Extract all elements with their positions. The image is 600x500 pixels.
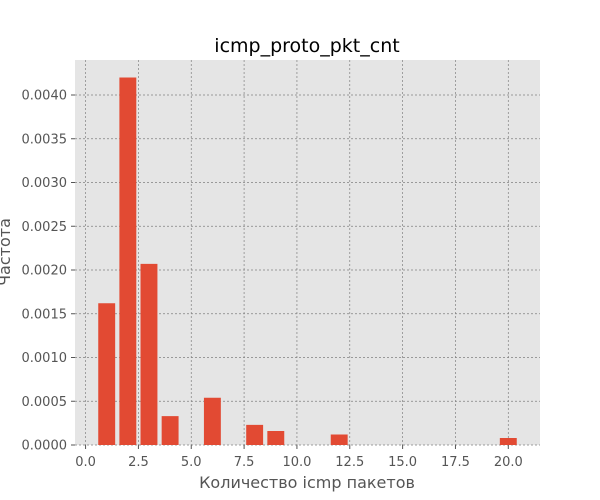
y-tick-label: 0.0005	[22, 395, 68, 410]
x-axis-title: Количество icmp пакетов	[199, 473, 415, 492]
bar	[161, 416, 179, 445]
y-tick-label: 0.0025	[22, 220, 68, 235]
y-ticks: 0.0000 0.0005 0.0010 0.0015 0.0020 0.0025 0.00…	[22, 89, 75, 454]
bar	[499, 438, 517, 445]
chart-title: icmp_proto_pkt_cnt	[214, 35, 399, 57]
y-tick-label: 0.0010	[22, 351, 68, 366]
x-tick-label: 7.5	[234, 455, 255, 470]
y-tick-label: 0.0020	[22, 264, 68, 279]
x-tick-label: 17.5	[441, 455, 470, 470]
x-tick-label: 0.0	[75, 455, 96, 470]
x-ticks: 0.0 2.5 5.0 7.5 10.0 12.5 15.0 17.5 20.0	[75, 445, 523, 470]
bar	[140, 263, 158, 445]
bar	[330, 434, 348, 445]
bar	[246, 424, 264, 445]
x-tick-label: 2.5	[128, 455, 149, 470]
y-tick-label: 0.0015	[22, 307, 68, 322]
y-tick-label: 0.0040	[22, 89, 68, 104]
y-axis-title: Частота	[0, 218, 14, 286]
x-tick-label: 10.0	[282, 455, 311, 470]
x-tick-label: 5.0	[181, 455, 202, 470]
bar	[203, 397, 221, 445]
bar	[98, 303, 116, 445]
x-tick-label: 20.0	[494, 455, 523, 470]
bars	[98, 77, 517, 445]
bar	[267, 431, 285, 445]
y-tick-label: 0.0000	[22, 439, 68, 454]
x-tick-label: 12.5	[335, 455, 364, 470]
x-tick-label: 15.0	[388, 455, 417, 470]
y-tick-label: 0.0030	[22, 176, 68, 191]
y-tick-label: 0.0035	[22, 132, 68, 147]
bar	[119, 77, 137, 445]
